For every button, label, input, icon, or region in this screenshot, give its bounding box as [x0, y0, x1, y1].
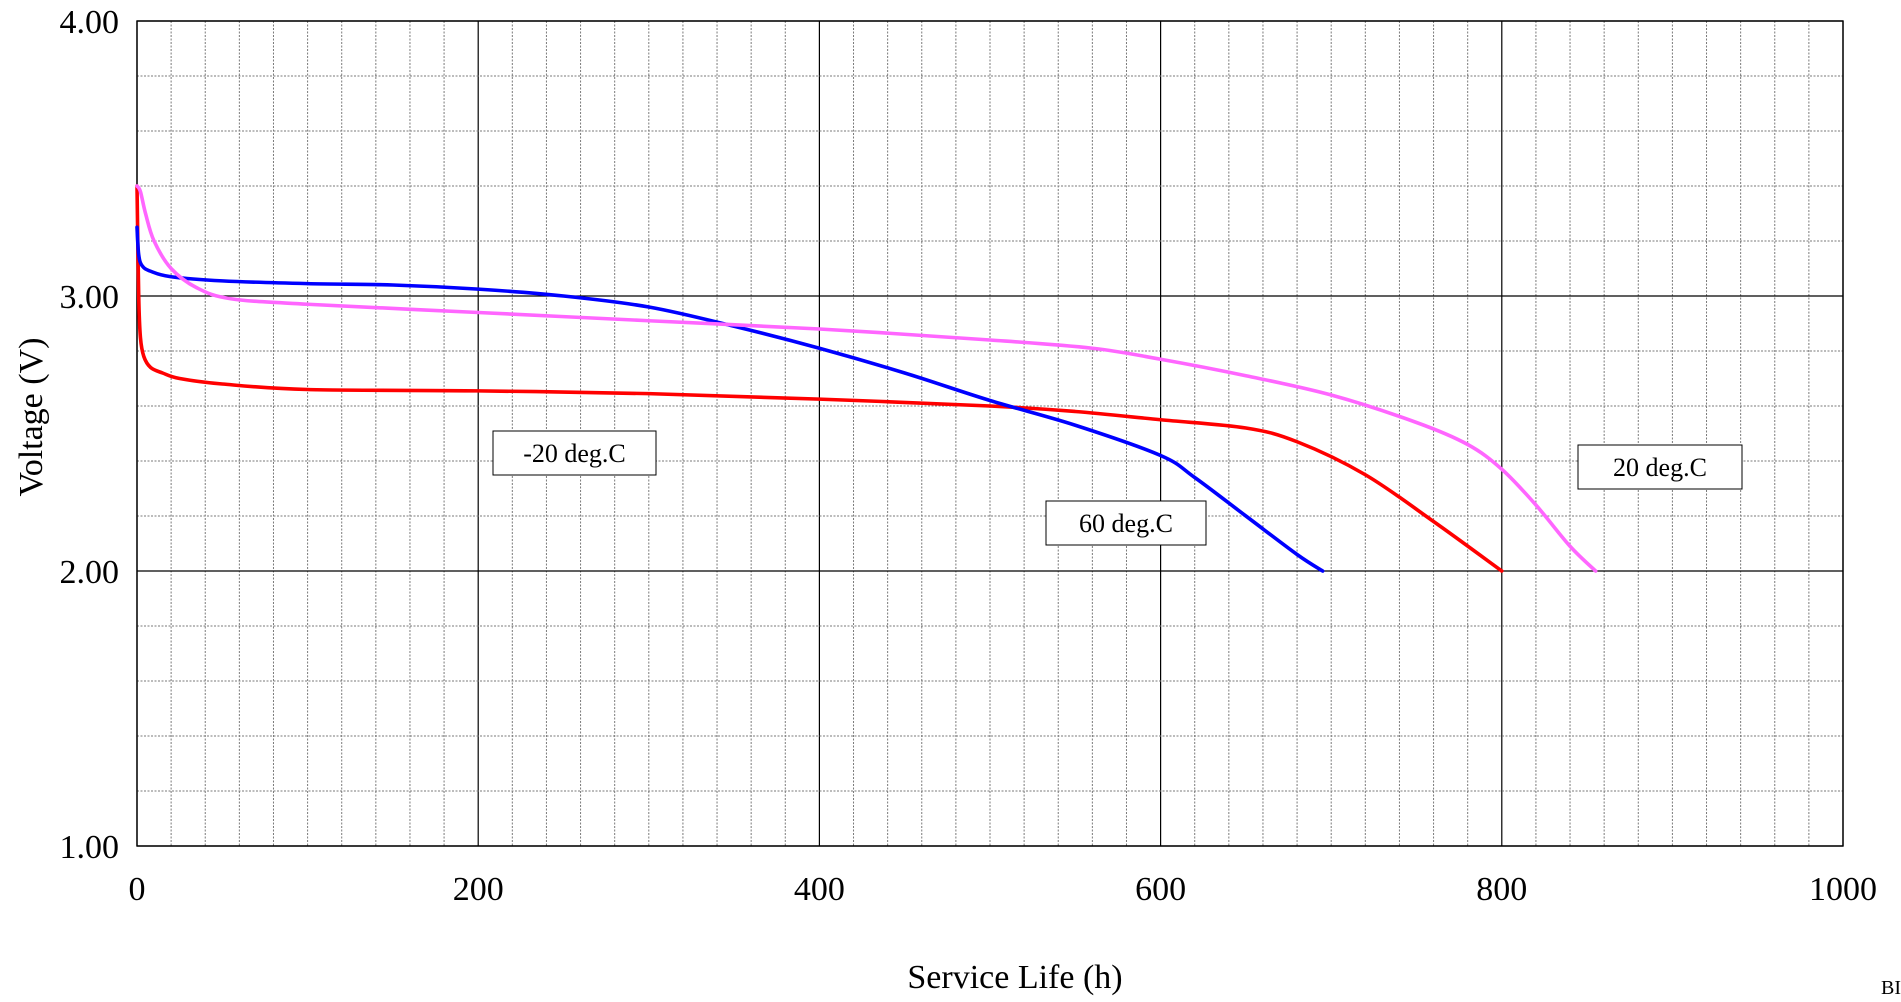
- x-tick-label: 600: [1135, 871, 1186, 908]
- grid: [136, 20, 1844, 847]
- series-line-60: [135, 225, 1325, 573]
- callout-3: 20 deg.C: [1577, 444, 1743, 490]
- callout-box: [1577, 444, 1743, 490]
- x-tick-label: 200: [453, 871, 504, 908]
- series-callouts: -20 deg.C 60 deg.C 20 deg.C: [492, 430, 1743, 546]
- series-line-minus20: [135, 184, 1504, 573]
- x-axis-title: Service Life (h): [907, 959, 1122, 996]
- series-lines: [135, 184, 1598, 573]
- y-tick-label: 3.00: [60, 279, 120, 316]
- axis-ticks: 0 200 400 600 800 1000 1.00 2.00 3.00 4.00: [60, 4, 1878, 908]
- y-tick-label: 2.00: [60, 554, 120, 591]
- x-tick-label: 400: [794, 871, 845, 908]
- plot-frame: [136, 20, 1844, 847]
- callout-box: [492, 430, 657, 476]
- callout-label: 60 deg.C: [1079, 509, 1173, 538]
- y-tick-label: 1.00: [60, 829, 120, 866]
- x-tick-label: 0: [129, 871, 146, 908]
- callout-2: 60 deg.C: [1045, 500, 1207, 546]
- x-tick-label: 1000: [1809, 871, 1877, 908]
- callout-box: [1045, 500, 1207, 546]
- callout-label: -20 deg.C: [523, 439, 626, 468]
- series-line-20: [135, 184, 1598, 573]
- corner-text: BI: [1881, 977, 1901, 999]
- y-axis-title: Voltage (V): [13, 338, 50, 497]
- callout-label: 20 deg.C: [1613, 453, 1707, 482]
- x-tick-label: 800: [1476, 871, 1527, 908]
- callout-1: -20 deg.C: [492, 430, 657, 476]
- y-tick-label: 4.00: [60, 4, 120, 41]
